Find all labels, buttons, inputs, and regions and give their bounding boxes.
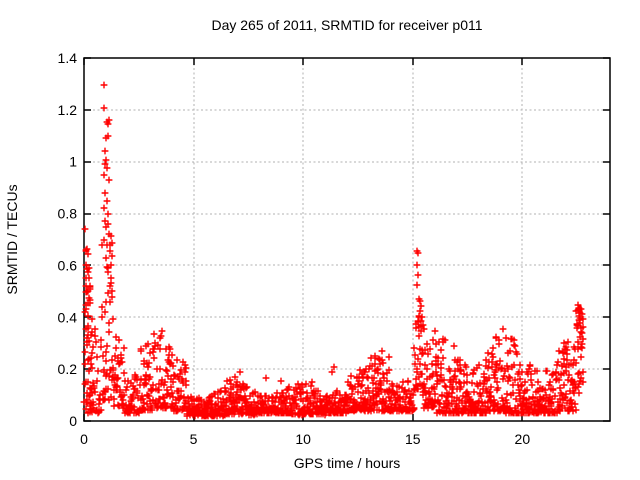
y-tick-label: 0.4 <box>58 309 78 325</box>
x-tick-labels: 0 5 10 15 20 <box>80 431 530 447</box>
y-tick-label: 0.2 <box>58 361 78 377</box>
y-tick-label: 1.2 <box>58 102 78 118</box>
x-tick-label: 15 <box>405 431 421 447</box>
y-tick-label: 1 <box>69 154 77 170</box>
y-axis-label: SRMTID / TECUs <box>4 184 20 294</box>
chart-title: Day 265 of 2011, SRMTID for receiver p01… <box>211 17 482 33</box>
y-tick-label: 1.4 <box>58 50 78 66</box>
data-points <box>80 81 587 420</box>
x-axis-label: GPS time / hours <box>294 455 401 471</box>
y-tick-label: 0 <box>69 413 77 429</box>
y-tick-labels: 0 0.2 0.4 0.6 0.8 1 1.2 1.4 <box>58 50 78 429</box>
y-tick-label: 0.6 <box>58 257 78 273</box>
grid-lines <box>84 58 610 421</box>
x-tick-label: 5 <box>190 431 198 447</box>
plot-border <box>83 57 611 422</box>
grid-path <box>84 58 610 421</box>
x-tick-label: 20 <box>515 431 531 447</box>
x-tick-label: 10 <box>295 431 311 447</box>
y-tick-label: 0.8 <box>58 206 78 222</box>
x-tick-label: 0 <box>80 431 88 447</box>
